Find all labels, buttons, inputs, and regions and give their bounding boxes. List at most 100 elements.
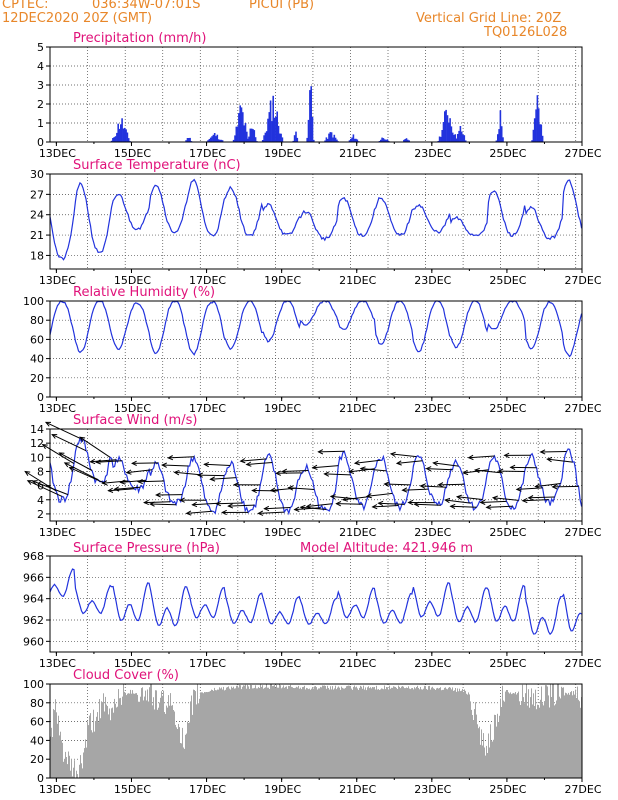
cloud-bar bbox=[315, 686, 316, 778]
cloud-bar bbox=[180, 743, 181, 778]
cloud-bar bbox=[269, 689, 270, 778]
cloud-bar bbox=[513, 693, 514, 778]
x-tick-label: 17DEC bbox=[189, 402, 226, 415]
cloud-bar bbox=[560, 698, 561, 778]
precip-bar bbox=[232, 139, 235, 142]
cloud-bar bbox=[520, 705, 521, 778]
precip-bar bbox=[272, 95, 274, 142]
cloud-bar bbox=[413, 689, 414, 778]
precip-bar bbox=[277, 125, 280, 142]
cloud-bar bbox=[535, 689, 536, 778]
cloud-bar bbox=[326, 688, 327, 778]
cloud-bar bbox=[193, 689, 194, 778]
cloud-bar bbox=[531, 688, 532, 778]
precip-bar bbox=[328, 133, 330, 142]
cloud-bar bbox=[350, 686, 351, 778]
wind-arrow-head bbox=[281, 468, 288, 474]
wind-arrow-head bbox=[119, 479, 126, 485]
wind-arrow-head bbox=[539, 449, 546, 455]
cloud-bar bbox=[246, 688, 247, 778]
cloud-bar bbox=[145, 690, 146, 778]
header-location: PICUI (PB) bbox=[249, 0, 315, 12]
cloud-bar bbox=[203, 693, 204, 778]
cloud-bar bbox=[371, 688, 372, 778]
wind-arrow-head bbox=[413, 501, 420, 507]
panel-1: Surface Temperature (nC) 18 21 24 27 30 13DEC 1… bbox=[30, 158, 602, 287]
cloud-bar bbox=[445, 687, 446, 778]
cloud-bar bbox=[53, 709, 54, 778]
cloud-bar bbox=[143, 700, 144, 778]
cloud-bar bbox=[355, 687, 356, 778]
precip-bar bbox=[254, 137, 257, 142]
cloud-bar bbox=[250, 684, 251, 778]
cloud-bar bbox=[406, 687, 407, 778]
plot-frame bbox=[49, 555, 583, 653]
y-tick-label: 27 bbox=[30, 188, 44, 201]
wind-arrow-head bbox=[245, 461, 252, 467]
precip-bar bbox=[454, 134, 457, 142]
cloud-bar bbox=[385, 689, 386, 778]
precip-bar bbox=[451, 132, 454, 142]
cloud-bar bbox=[359, 687, 360, 778]
plot-frame bbox=[49, 683, 583, 779]
x-tick-label: 15DEC bbox=[114, 526, 151, 539]
wind-arrow-head bbox=[79, 436, 86, 442]
wind-arrow-shaft bbox=[246, 462, 273, 465]
precip-bar bbox=[295, 131, 297, 142]
cloud-bar bbox=[426, 689, 427, 778]
cloud-bar bbox=[297, 687, 298, 778]
panel-0: Precipitation (mm/h) 0 1 2 3 4 5 13DEC 15DEC 17DE… bbox=[37, 31, 602, 160]
cloud-bar bbox=[393, 686, 394, 778]
precip-bar bbox=[440, 136, 442, 142]
cloud-bar bbox=[542, 703, 543, 778]
cloud-bar bbox=[319, 688, 320, 778]
wind-arrow-head bbox=[44, 421, 51, 427]
precip-bar bbox=[311, 117, 314, 142]
cloud-bar bbox=[573, 691, 574, 778]
precip-bar bbox=[536, 95, 539, 142]
cloud-bar bbox=[171, 705, 172, 778]
cloud-bar bbox=[138, 701, 139, 778]
cloud-bar bbox=[395, 687, 396, 778]
wind-arrow-head bbox=[203, 461, 210, 468]
cloud-bar bbox=[141, 688, 142, 778]
cloud-bar bbox=[554, 705, 555, 778]
cloud-bar bbox=[157, 709, 158, 778]
y-tick-label: 80 bbox=[30, 314, 44, 327]
precip-bar bbox=[441, 130, 443, 142]
y-tick-label: 964 bbox=[23, 593, 44, 606]
cloud-bar bbox=[112, 707, 113, 778]
cloud-bar bbox=[150, 684, 151, 778]
cloud-bar bbox=[524, 703, 525, 778]
cloud-bar bbox=[74, 760, 75, 778]
precip-bar bbox=[537, 108, 540, 142]
wind-arrow-head bbox=[191, 501, 198, 508]
cloud-bar bbox=[345, 687, 346, 778]
panel-title: Precipitation (mm/h) bbox=[73, 31, 206, 46]
cloud-bar bbox=[160, 697, 161, 778]
wind-arrow-shaft bbox=[210, 477, 237, 480]
cloud-bar bbox=[77, 774, 78, 778]
x-tick-label: 25DEC bbox=[489, 402, 526, 415]
header-source: CPTEC: bbox=[2, 0, 49, 12]
wind-arrow-shaft bbox=[438, 483, 465, 486]
cloud-bar bbox=[173, 710, 174, 778]
wind-arrow-shaft bbox=[468, 455, 495, 459]
cloud-bar bbox=[76, 770, 77, 778]
cloud-bar bbox=[527, 705, 528, 778]
cloud-bar bbox=[346, 686, 347, 778]
cloud-bar bbox=[552, 684, 553, 778]
precip-bar bbox=[240, 107, 243, 142]
cloud-bar bbox=[429, 685, 430, 778]
x-tick-label: 27DEC bbox=[564, 147, 601, 160]
precip-bar bbox=[238, 113, 240, 142]
cloud-bar bbox=[113, 712, 114, 778]
cloud-bar bbox=[123, 684, 124, 778]
cloud-bar bbox=[231, 686, 232, 778]
cloud-bar bbox=[93, 709, 94, 778]
cloud-bar bbox=[444, 687, 445, 778]
cloud-bar bbox=[142, 687, 143, 778]
precip-bar bbox=[386, 139, 389, 142]
wind-arrow-shaft bbox=[390, 453, 417, 458]
cloud-bar bbox=[331, 689, 332, 778]
